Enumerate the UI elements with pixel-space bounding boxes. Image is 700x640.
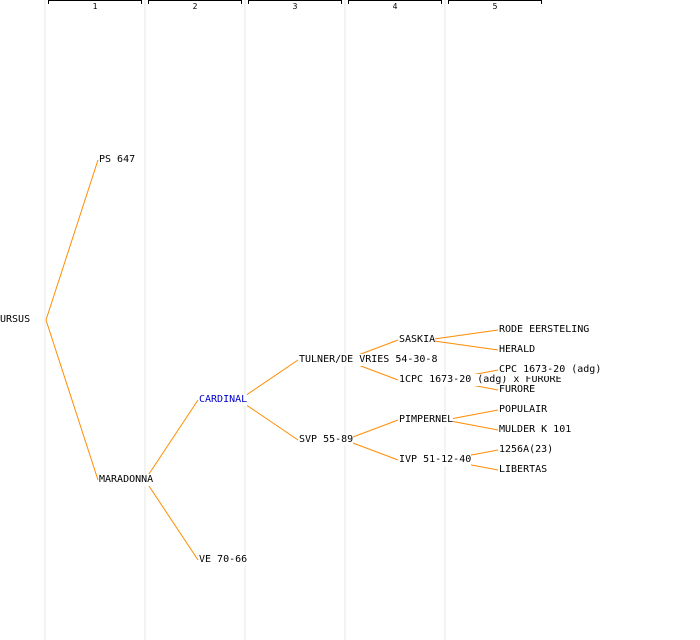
- column-number: 5: [492, 2, 498, 11]
- column-separator: [344, 0, 346, 640]
- pedigree-edge: [238, 399, 299, 441]
- column-separator: [144, 0, 146, 640]
- column-header-bracket: [248, 0, 342, 4]
- pedigree-node: SVP 55-89: [299, 434, 354, 446]
- pedigree-node: POPULAIR: [499, 404, 548, 416]
- pedigree-node: FURORE: [499, 384, 536, 396]
- pedigree-edge: [45, 319, 99, 481]
- pedigree-edge: [426, 329, 499, 341]
- pedigree-node: 1256A(23): [499, 444, 554, 456]
- pedigree-node: PIMPERNEL: [399, 414, 454, 426]
- pedigree-node: HERALD: [499, 344, 536, 356]
- pedigree-edge: [344, 419, 399, 441]
- pedigree-node: VE 70-66: [199, 554, 248, 566]
- pedigree-node: MARADONNA: [99, 474, 154, 486]
- pedigree-node: RODE EERSTELING: [499, 324, 590, 336]
- pedigree-edge: [45, 159, 99, 321]
- column-separator: [444, 0, 446, 640]
- column-number: 2: [192, 2, 198, 11]
- column-header-bracket: [348, 0, 442, 4]
- pedigree-node: CPC 1673-20 (adg): [499, 364, 602, 376]
- pedigree-edge: [426, 339, 499, 351]
- pedigree-edge: [144, 479, 199, 561]
- pedigree-edge: [238, 359, 299, 401]
- pedigree-edge: [144, 399, 199, 481]
- pedigree-node: IVP 51-12-40: [399, 454, 472, 466]
- pedigree-edge: [444, 409, 499, 421]
- column-separator: [44, 0, 46, 640]
- pedigree-node: URSUS: [0, 314, 31, 326]
- column-number: 4: [392, 2, 398, 11]
- column-separator: [244, 0, 246, 640]
- pedigree-node: 1CPC 1673-20 (adg) x FURORE: [399, 374, 562, 386]
- pedigree-edge: [344, 439, 399, 461]
- column-number: 3: [292, 2, 298, 11]
- pedigree-node: SASKIA: [399, 334, 436, 346]
- pedigree-node: MULDER K 101: [499, 424, 572, 436]
- pedigree-edge: [444, 419, 499, 431]
- pedigree-node: LIBERTAS: [499, 464, 548, 476]
- column-number: 1: [92, 2, 98, 11]
- pedigree-node: TULNER/DE VRIES 54-30-8: [299, 354, 438, 366]
- column-header-bracket: [148, 0, 242, 4]
- pedigree-node: PS 647: [99, 154, 136, 166]
- column-header-bracket: [48, 0, 142, 4]
- column-header-bracket: [448, 0, 542, 4]
- pedigree-node-link[interactable]: CARDINAL: [199, 394, 248, 406]
